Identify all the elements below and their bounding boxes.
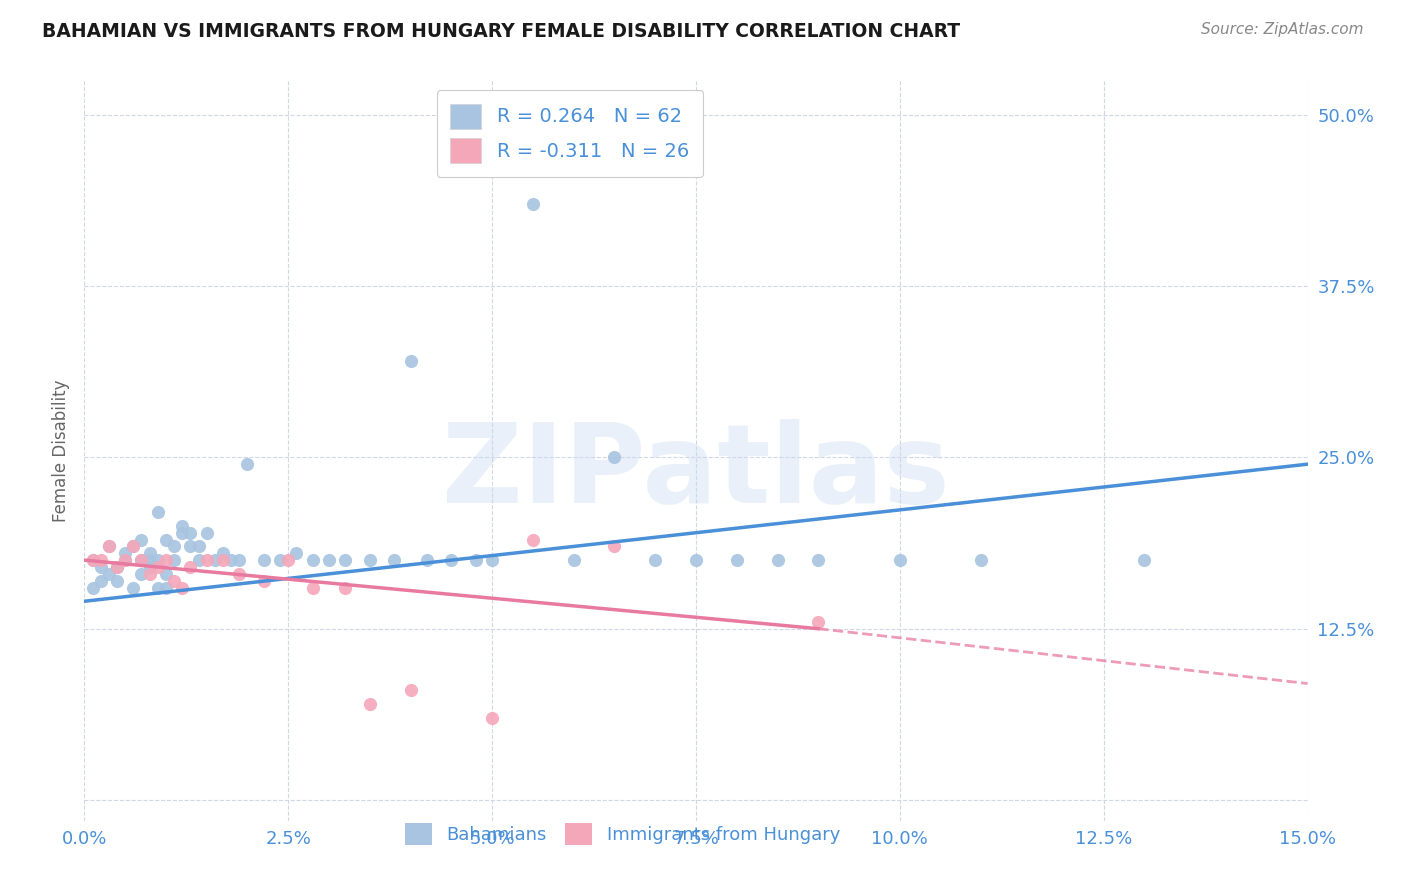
Point [155,533,177,547]
Point [114,546,136,560]
Point [277,553,299,567]
Point [105,560,128,574]
Point [163,553,186,567]
Point [212,546,235,560]
Point [155,581,177,595]
Point [146,505,169,519]
Point [82,553,104,567]
Point [285,546,308,560]
Point [163,540,186,554]
Point [236,457,259,471]
Point [105,574,128,588]
Point [204,553,226,567]
Point [172,519,194,533]
Point [359,697,381,711]
Point [228,553,250,567]
Point [122,540,145,554]
Point [105,560,128,574]
Point [481,711,503,725]
Point [131,566,153,581]
Text: ZIPatlas: ZIPatlas [441,419,950,526]
Point [219,553,242,567]
Point [155,553,177,567]
Point [179,525,201,540]
Point [335,553,357,567]
Point [179,540,201,554]
Point [97,566,120,581]
Point [970,553,993,567]
Point [382,553,405,567]
Point [416,553,439,567]
Legend: Bahamians, Immigrants from Hungary: Bahamians, Immigrants from Hungary [398,816,848,853]
Point [90,560,112,574]
Text: Source: ZipAtlas.com: Source: ZipAtlas.com [1201,22,1364,37]
Point [253,553,276,567]
Point [212,553,235,567]
Point [131,533,153,547]
Point [82,553,104,567]
Point [114,553,136,567]
Point [766,553,789,567]
Point [179,560,201,574]
Point [807,615,830,629]
Point [172,581,194,595]
Point [97,540,120,554]
Point [464,553,486,567]
Point [131,553,153,567]
Point [889,553,911,567]
Point [195,553,218,567]
Point [195,525,218,540]
Point [228,566,250,581]
Text: BAHAMIAN VS IMMIGRANTS FROM HUNGARY FEMALE DISABILITY CORRELATION CHART: BAHAMIAN VS IMMIGRANTS FROM HUNGARY FEMA… [42,22,960,41]
Point [318,553,340,567]
Point [138,566,160,581]
Point [82,581,104,595]
Point [603,540,626,554]
Point [146,560,169,574]
Point [163,574,186,588]
Point [146,553,169,567]
Point [97,540,120,554]
Point [253,574,276,588]
Point [685,553,707,567]
Point [172,525,194,540]
Point [522,196,544,211]
Point [807,553,830,567]
Point [138,546,160,560]
Point [122,581,145,595]
Point [138,560,160,574]
Point [522,533,544,547]
Point [644,553,666,567]
Point [399,354,422,368]
Point [603,450,626,465]
Point [269,553,291,567]
Point [90,553,112,567]
Y-axis label: Female Disability: Female Disability [52,379,70,522]
Point [187,553,209,567]
Point [481,553,503,567]
Point [335,581,357,595]
Point [562,553,585,567]
Point [138,553,160,567]
Point [440,553,463,567]
Point [1133,553,1156,567]
Point [725,553,748,567]
Point [114,553,136,567]
Point [146,581,169,595]
Point [301,553,323,567]
Point [359,553,381,567]
Point [90,574,112,588]
Point [131,553,153,567]
Point [155,566,177,581]
Point [187,540,209,554]
Point [122,540,145,554]
Point [399,683,422,698]
Point [301,581,323,595]
